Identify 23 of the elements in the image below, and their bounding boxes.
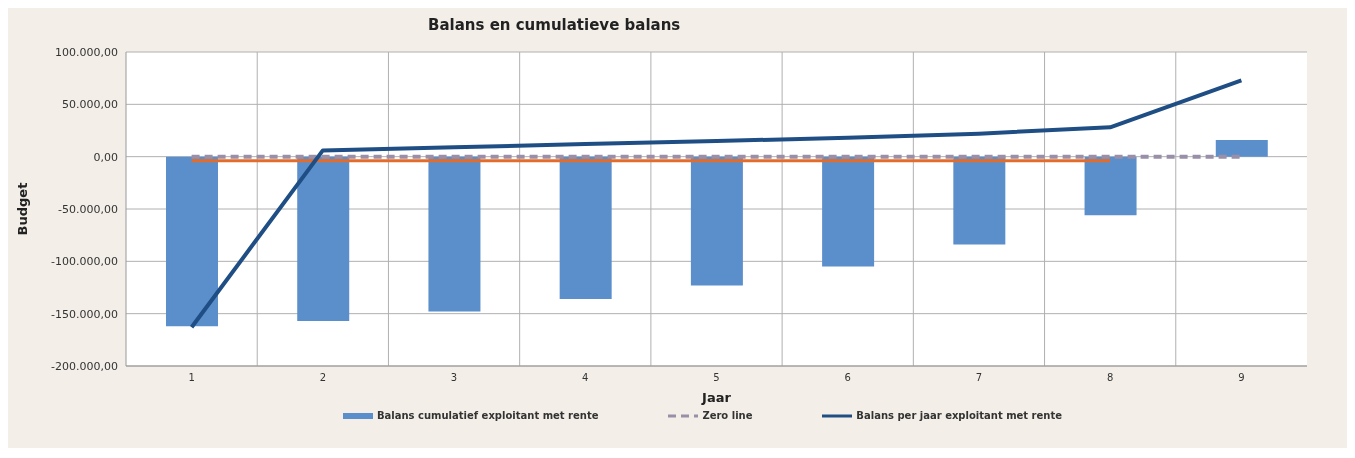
legend-label: Balans per jaar exploitant met rente <box>856 410 1063 421</box>
x-tick-label: 4 <box>582 372 589 384</box>
legend-label: Balans cumulatief exploitant met rente <box>376 410 599 421</box>
chart-title: Balans en cumulatieve balans <box>427 15 682 36</box>
legend-label: Zero line <box>702 410 753 421</box>
x-tick-label: 8 <box>1106 372 1114 384</box>
y-tick-label: 50.000,00 <box>62 98 118 112</box>
y-tick-label: -200.000,00 <box>51 359 118 373</box>
x-axis-title: Jaar <box>701 390 732 405</box>
x-tick-label: 1 <box>188 372 195 384</box>
x-tick-label: 6 <box>844 372 851 384</box>
x-tick-label: 3 <box>450 372 458 384</box>
y-tick-label: 0,00 <box>93 150 118 164</box>
y-tick-label: -50.000,00 <box>58 202 118 216</box>
y-tick-label: -100.000,00 <box>51 255 118 269</box>
line-series <box>189 78 1244 330</box>
y-axis-title: Budget <box>14 182 30 236</box>
x-tick-label: 5 <box>713 372 720 384</box>
x-tick-label: 2 <box>319 372 327 384</box>
x-tick-label: 9 <box>1238 372 1245 384</box>
y-tick-label: 100.000,00 <box>55 45 118 59</box>
y-tick-label: -150.000,00 <box>51 307 118 321</box>
x-tick-label: 7 <box>975 372 983 384</box>
